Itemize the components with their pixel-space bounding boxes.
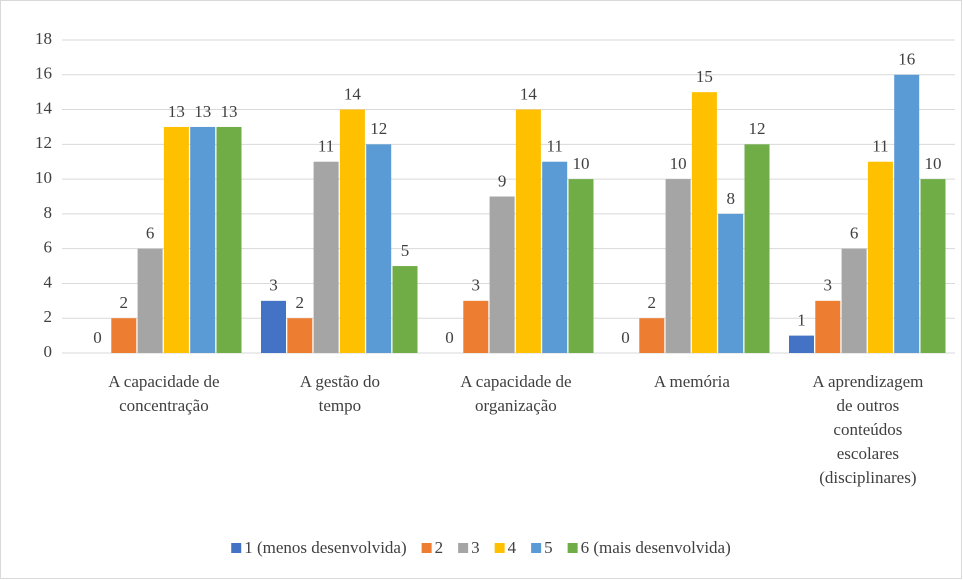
value-label: 15 xyxy=(696,67,713,86)
bar xyxy=(867,161,893,353)
value-label: 13 xyxy=(221,102,238,121)
y-tick-label: 10 xyxy=(35,168,52,187)
value-label: 6 xyxy=(850,224,859,243)
y-tick-label: 16 xyxy=(35,64,52,83)
bar xyxy=(920,179,946,353)
bar xyxy=(515,109,541,353)
bar xyxy=(163,126,189,353)
x-tick-label: A memória xyxy=(654,372,730,391)
legend-swatch xyxy=(531,543,542,553)
value-label: 8 xyxy=(726,189,735,208)
y-tick-label: 4 xyxy=(44,272,53,291)
value-label: 0 xyxy=(93,328,102,347)
y-tick-label: 14 xyxy=(35,98,53,117)
bar xyxy=(665,179,691,353)
bar xyxy=(190,126,216,353)
bar xyxy=(691,92,717,354)
y-tick-label: 0 xyxy=(44,342,53,361)
value-label: 10 xyxy=(925,154,942,173)
bar xyxy=(789,335,814,353)
legend-label: 3 xyxy=(471,538,480,557)
value-label: 0 xyxy=(445,328,454,347)
bar xyxy=(339,109,365,353)
x-tick-label: conteúdos xyxy=(833,420,902,439)
legend-swatch xyxy=(421,543,432,553)
y-tick-label: 8 xyxy=(44,203,53,222)
legend-label: 5 xyxy=(544,538,553,557)
bar xyxy=(137,248,163,353)
value-label: 13 xyxy=(194,102,211,121)
legend-swatch xyxy=(458,543,469,553)
x-tick-label: A gestão do xyxy=(300,372,380,391)
x-tick-label: escolares xyxy=(837,444,899,463)
legend-label: 4 xyxy=(508,538,517,557)
legend-label: 1 (menos desenvolvida) xyxy=(244,538,406,557)
bar xyxy=(841,248,867,353)
value-label: 3 xyxy=(472,276,481,295)
value-label: 13 xyxy=(168,102,185,121)
value-label: 6 xyxy=(146,224,155,243)
x-tick-label: organização xyxy=(475,396,557,415)
legend-swatch xyxy=(231,543,242,553)
value-label: 14 xyxy=(520,84,538,103)
bar xyxy=(718,213,744,353)
value-label: 16 xyxy=(898,50,915,69)
value-label: 10 xyxy=(573,154,590,173)
value-label: 10 xyxy=(670,154,687,173)
x-tick-label: concentração xyxy=(119,396,209,415)
legend-label: 6 (mais desenvolvida) xyxy=(581,538,731,557)
value-label: 3 xyxy=(269,276,278,295)
value-label: 3 xyxy=(824,276,833,295)
value-label: 2 xyxy=(120,293,129,312)
x-tick-label: A capacidade de xyxy=(460,372,571,391)
value-label: 11 xyxy=(318,137,334,156)
x-tick-label: tempo xyxy=(319,396,362,415)
value-label: 2 xyxy=(296,293,305,312)
value-label: 11 xyxy=(547,137,563,156)
value-label: 2 xyxy=(648,293,657,312)
value-label: 0 xyxy=(621,328,630,347)
legend-swatch xyxy=(567,543,578,553)
bar xyxy=(463,300,489,353)
x-tick-label: de outros xyxy=(837,396,900,415)
x-tick-label: A capacidade de xyxy=(108,372,219,391)
bar xyxy=(287,318,313,353)
bar xyxy=(216,126,242,353)
y-tick-label: 2 xyxy=(44,307,53,326)
x-tick-label: (disciplinares) xyxy=(819,468,916,487)
bar xyxy=(111,318,137,353)
value-label: 1 xyxy=(797,311,806,330)
value-label: 12 xyxy=(749,119,766,138)
bar xyxy=(894,74,920,354)
bar xyxy=(261,300,286,353)
bar xyxy=(489,196,515,353)
value-label: 12 xyxy=(370,119,387,138)
value-label: 11 xyxy=(872,137,888,156)
bar xyxy=(313,161,339,353)
bar xyxy=(366,144,392,353)
bar xyxy=(744,144,770,353)
legend-label: 2 xyxy=(435,538,444,557)
value-label: 9 xyxy=(498,171,507,190)
bar xyxy=(542,161,568,353)
bar xyxy=(639,318,665,353)
value-label: 5 xyxy=(401,241,410,260)
y-tick-label: 18 xyxy=(35,29,52,48)
bar xyxy=(815,300,841,353)
y-tick-label: 6 xyxy=(44,238,53,257)
bar xyxy=(568,179,594,353)
x-tick-label: A aprendizagem xyxy=(812,372,923,391)
value-label: 14 xyxy=(344,84,362,103)
y-tick-label: 12 xyxy=(35,133,52,152)
legend-swatch xyxy=(494,543,505,553)
bar xyxy=(392,266,418,353)
